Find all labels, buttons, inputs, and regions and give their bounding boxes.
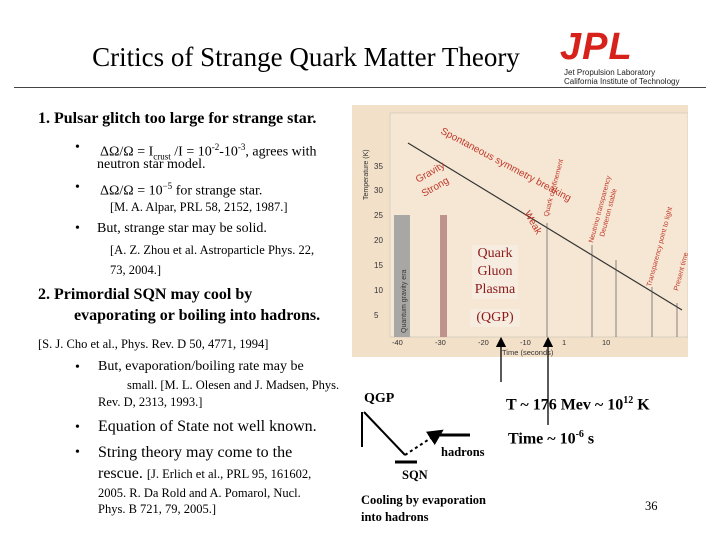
page-number: 36 bbox=[645, 499, 658, 513]
item1-ref1: [M. A. Alpar, PRL 58, 2152, 1987.] bbox=[110, 200, 288, 214]
event-lines bbox=[546, 223, 678, 337]
y-tick: 15 bbox=[374, 261, 383, 270]
item1-bullet3: But, strange star may be solid. bbox=[97, 221, 267, 236]
x-tick: 1 bbox=[562, 338, 566, 347]
item2-heading: 2. Primordial SQN may cool by bbox=[38, 286, 253, 303]
cosmology-temperature-figure: Quantum gravity era Temperature (K) 35 3… bbox=[352, 105, 688, 357]
slide-title: Critics of Strange Quark Matter Theory bbox=[92, 42, 520, 72]
item2-bullet3-line3: 2005. R. Da Rold and A. Pomarol, Nucl. bbox=[98, 486, 301, 500]
cooling-line bbox=[407, 142, 683, 311]
bullet-dot: • bbox=[75, 420, 80, 435]
bullet-dot: • bbox=[75, 221, 80, 236]
item2-bullet1-line3: Rev. D, 2313, 1993.] bbox=[98, 395, 203, 409]
x-tick: -40 bbox=[392, 338, 403, 347]
y-tick: 10 bbox=[374, 286, 383, 295]
item2-heading-line2: evaporating or boiling into hadrons. bbox=[74, 307, 321, 324]
item1-bullet2: ΔΩ/Ω = 10−5 for strange star. bbox=[100, 181, 263, 199]
bullet-dot: • bbox=[75, 140, 80, 155]
qgp-band bbox=[440, 215, 447, 337]
y-tick: 35 bbox=[374, 162, 383, 171]
x-tick: -30 bbox=[435, 338, 446, 347]
evaporation-arrow bbox=[404, 429, 444, 456]
jpl-logo-line2: California Institute of Technology bbox=[564, 77, 680, 86]
x-tick: -10 bbox=[520, 338, 531, 347]
y-axis-title: Temperature (K) bbox=[363, 149, 370, 200]
y-tick-labels: 35 30 25 20 15 10 5 bbox=[374, 162, 383, 320]
x-tick: -20 bbox=[478, 338, 489, 347]
item2-bullet3-line4: Phys. B 721, 79, 2005.] bbox=[98, 502, 217, 516]
item2-bullet3: String theory may come to the bbox=[98, 444, 293, 461]
item1-ref2: [A. Z. Zhou et al. Astroparticle Phys. 2… bbox=[110, 243, 315, 257]
qgp-abbrev-label: (QGP) bbox=[470, 309, 520, 327]
item1-ref2-line2: 73, 2004.] bbox=[110, 263, 162, 277]
qgp-label: Quark Gluon Plasma bbox=[472, 245, 518, 299]
diagram-qgp-label: QGP bbox=[364, 391, 395, 406]
y-tick: 25 bbox=[374, 211, 383, 220]
band-label: Quantum gravity era bbox=[401, 269, 408, 333]
y-tick: 30 bbox=[374, 186, 383, 195]
time-annotation: Time ~ 10-6 s bbox=[508, 429, 595, 448]
quantum-gravity-band bbox=[394, 215, 410, 337]
item2-bullet1-line2: small. [M. L. Olesen and J. Madsen, Phys… bbox=[127, 378, 340, 392]
x-tick: 10 bbox=[602, 338, 610, 347]
item2-bullet2: Equation of State not well known. bbox=[98, 418, 317, 435]
temperature-annotation: T ~ 176 Mev ~ 1012 K bbox=[506, 395, 650, 414]
jpl-logo-text: JPL bbox=[560, 26, 633, 68]
y-tick: 5 bbox=[374, 311, 379, 320]
diagram-caption: Cooling by evaporation bbox=[361, 493, 487, 507]
jpl-logo: JPL Jet Propulsion Laboratory California… bbox=[560, 26, 690, 86]
bullet-dot: • bbox=[75, 445, 80, 460]
diagram-caption-line2: into hadrons bbox=[361, 510, 429, 524]
item2-bullet3-line2: rescue. [J. Erlich et al., PRL 95, 16160… bbox=[98, 465, 312, 482]
bullet-dot: • bbox=[75, 360, 80, 375]
x-tick-labels: -40 -30 -20 -10 1 10 bbox=[392, 338, 610, 347]
item1-bullet1-line2: neutron star model. bbox=[97, 157, 206, 172]
jpl-logo-line1: Jet Propulsion Laboratory bbox=[564, 68, 656, 77]
item1-heading: 1. Pulsar glitch too large for strange s… bbox=[38, 110, 317, 127]
item2-ref1: [S. J. Cho et al., Phys. Rev. D 50, 4771… bbox=[38, 337, 269, 351]
x-axis-title: Time (seconds) bbox=[502, 348, 554, 357]
diagram-sqn-label: SQN bbox=[402, 468, 428, 482]
item1-bullet1: ΔΩ/Ω = Icrust /I = 10-2-10-3, agrees wit… bbox=[100, 142, 317, 162]
y-tick: 20 bbox=[374, 236, 383, 245]
diagram-hadrons-label: hadrons bbox=[441, 445, 485, 459]
title-divider bbox=[14, 87, 706, 88]
cooling-path bbox=[363, 411, 406, 456]
item2-bullet1: But, evaporation/boiling rate may be bbox=[98, 359, 304, 374]
bullet-dot: • bbox=[75, 180, 80, 195]
